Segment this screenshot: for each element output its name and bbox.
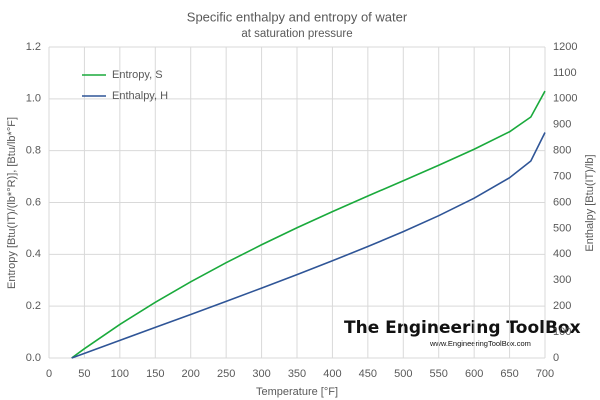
y-tick-label: 0.6 [26,196,41,208]
y-tick-label: 0.4 [26,248,41,260]
x-tick-label: 600 [465,368,483,380]
legend-label: Entropy, S [112,69,163,81]
series-line [71,90,546,359]
y2-tick-label: 900 [553,119,571,131]
x-tick-label: 300 [252,368,270,380]
y2-axis-title: Enthalpy [Btu(IT)/lb] [584,154,596,251]
watermark-url: www.EngineeringToolBox.com [429,339,531,348]
y2-tick-label: 1200 [553,41,577,53]
x-tick-label: 550 [430,368,448,380]
y-axis-title: Entropy [Btu(IT)/(lb*°R)], [Btu/lb*°F] [6,117,18,289]
y2-tick-label: 1100 [553,67,577,79]
x-tick-label: 100 [111,368,129,380]
y-tick-label: 0.0 [26,352,41,364]
series-line [71,132,546,359]
x-tick-label: 50 [78,368,90,380]
x-tick-label: 0 [46,368,52,380]
x-tick-label: 150 [146,368,164,380]
y-tick-label: 1.0 [26,93,41,105]
x-tick-label: 200 [182,368,200,380]
x-tick-label: 650 [500,368,518,380]
y2-tick-label: 100 [553,326,571,338]
x-axis-title: Temperature [°F] [256,386,338,398]
y2-tick-label: 300 [553,274,571,286]
y2-tick-label: 1000 [553,93,577,105]
y2-tick-label: 0 [553,352,559,364]
y2-tick-label: 500 [553,222,571,234]
x-tick-label: 450 [359,368,377,380]
y2-tick-label: 800 [553,145,571,157]
x-tick-label: 700 [536,368,554,380]
y2-tick-label: 400 [553,248,571,260]
y2-tick-label: 200 [553,300,571,312]
x-tick-label: 500 [394,368,412,380]
y-tick-label: 0.2 [26,300,41,312]
legend-label: Enthalpy, H [112,90,168,102]
x-tick-label: 250 [217,368,235,380]
y-tick-label: 0.8 [26,145,41,157]
y-tick-label: 1.2 [26,41,41,53]
y2-tick-label: 600 [553,196,571,208]
chart-title: Specific enthalpy and entropy of water [187,9,408,24]
chart-subtitle: at saturation pressure [241,28,352,40]
x-tick-label: 400 [323,368,341,380]
y2-tick-label: 700 [553,170,571,182]
x-tick-label: 350 [288,368,306,380]
